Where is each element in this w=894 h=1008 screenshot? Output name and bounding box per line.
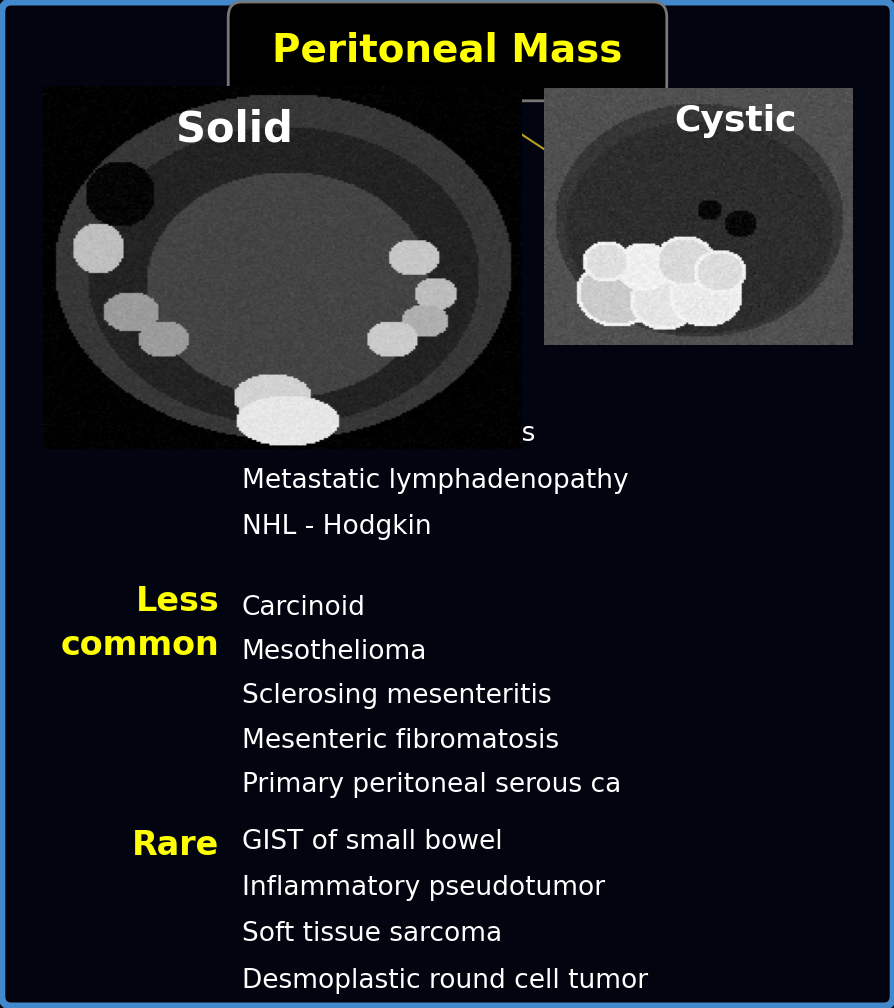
FancyBboxPatch shape [228,2,666,101]
Text: Sclerosing mesenteritis: Sclerosing mesenteritis [241,683,551,710]
Text: Less: Less [135,585,219,618]
Text: Rare: Rare [132,829,219,862]
Text: Peritoneal metastases: Peritoneal metastases [241,421,535,448]
Text: Common: Common [55,421,219,455]
Text: GIST of small bowel: GIST of small bowel [241,829,502,855]
Text: NHL - Hodgkin: NHL - Hodgkin [241,514,431,540]
Text: Carcinoid: Carcinoid [241,595,365,621]
Text: Inflammatory pseudotumor: Inflammatory pseudotumor [241,875,604,901]
Text: Mesothelioma: Mesothelioma [241,639,426,665]
Text: Peritoneal Mass: Peritoneal Mass [272,31,622,70]
Text: Soft tissue sarcoma: Soft tissue sarcoma [241,921,502,948]
Text: Primary peritoneal serous ca: Primary peritoneal serous ca [241,772,620,798]
Text: Cystic: Cystic [673,104,796,138]
Text: Metastatic lymphadenopathy: Metastatic lymphadenopathy [241,468,628,494]
Text: Mesenteric fibromatosis: Mesenteric fibromatosis [241,728,558,754]
Text: Desmoplastic round cell tumor: Desmoplastic round cell tumor [241,968,647,994]
Text: Solid: Solid [176,108,292,150]
Text: common: common [61,629,219,662]
